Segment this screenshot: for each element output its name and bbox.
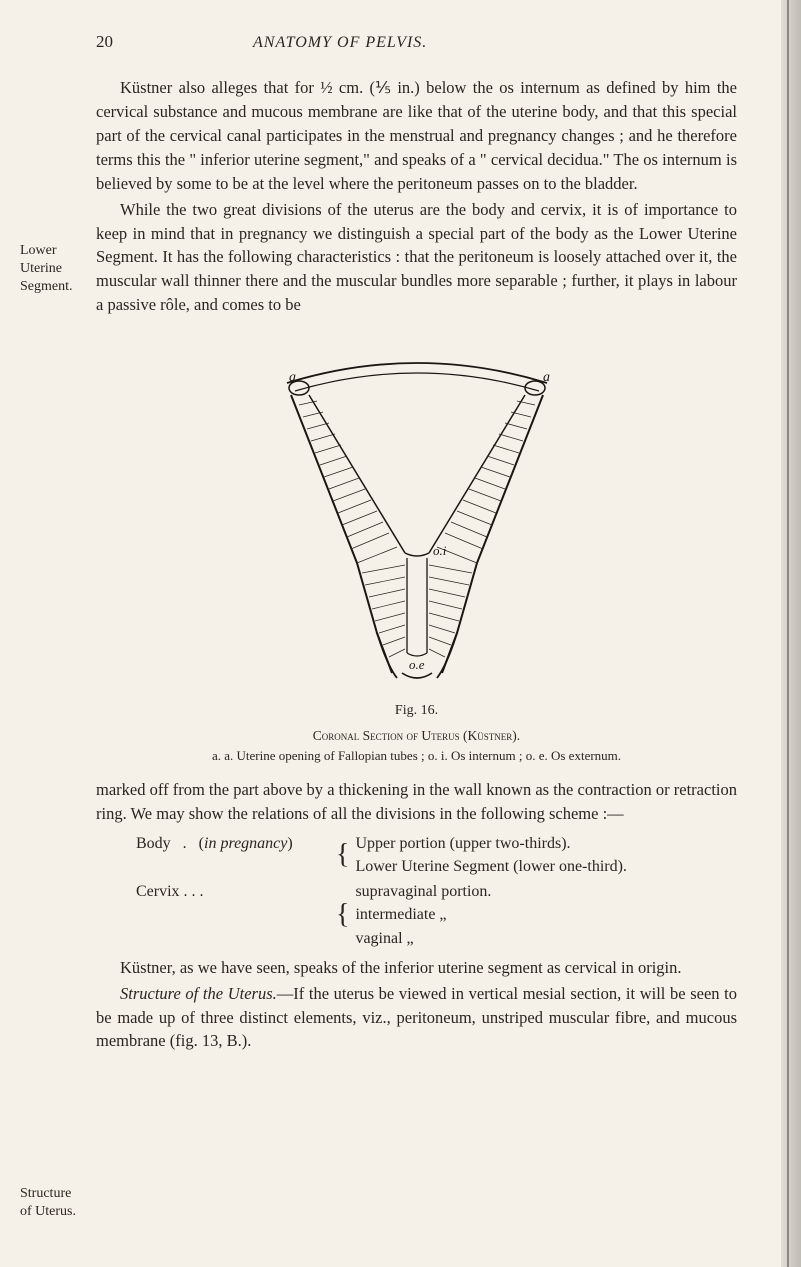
- brace-icon: {: [336, 904, 349, 926]
- scheme-row-cervix: Cervix . . . { supravaginal portion. int…: [136, 880, 737, 950]
- uterus-diagram-svg: a a o.i o.e: [247, 333, 587, 693]
- page-header: 20 ANATOMY OF PELVIS.: [96, 32, 737, 52]
- figure-legend: a. a. Uterine opening of Fallopian tubes…: [96, 747, 737, 766]
- paragraph-4: Küstner, as we have seen, speaks of the …: [96, 956, 737, 980]
- figure-title: Coronal Section of Uterus (Küstner).: [96, 726, 737, 746]
- running-title: ANATOMY OF PELVIS.: [253, 34, 427, 52]
- body-text: Küstner also alleges that for ½ cm. (⅕ i…: [96, 76, 737, 1053]
- paragraph-2: While the two great divisions of the ute…: [96, 198, 737, 318]
- margin-note-structure: Structure of Uterus.: [20, 1185, 84, 1221]
- page-content: 20 ANATOMY OF PELVIS. Küstner also alleg…: [0, 0, 801, 1087]
- scheme-body-upper: Upper portion (upper two-thirds).: [355, 832, 626, 855]
- figure-label-oe: o.e: [409, 657, 425, 672]
- scheme-cervix-label: Cervix . . .: [136, 880, 336, 903]
- figure-label-a-right: a: [543, 370, 550, 385]
- division-scheme: Body . (in pregnancy) { Upper portion (u…: [136, 832, 737, 950]
- paragraph-3: marked off from the part above by a thic…: [96, 778, 737, 826]
- scheme-body-label: Body . (in pregnancy): [136, 832, 336, 855]
- paragraph-5-heading: Structure of the Uterus.: [120, 984, 277, 1003]
- figure-16: a a o.i o.e Fig. 16. Coronal Section of …: [96, 333, 737, 766]
- scheme-body-lower: Lower Uterine Segment (lower one-third).: [355, 855, 626, 878]
- paragraph-1: Küstner also alleges that for ½ cm. (⅕ i…: [96, 76, 737, 196]
- brace-icon: {: [336, 844, 349, 866]
- scheme-cervix-inter: intermediate „: [355, 903, 491, 926]
- figure-label-oi: o.i: [433, 543, 447, 558]
- paragraph-5: Structure of the Uterus.—If the uterus b…: [96, 982, 737, 1054]
- figure-label-a-left: a: [289, 370, 296, 385]
- figure-number: Fig. 16.: [96, 701, 737, 721]
- scheme-row-body: Body . (in pregnancy) { Upper portion (u…: [136, 832, 737, 878]
- scheme-cervix-supra: supravaginal portion.: [355, 880, 491, 903]
- page-number: 20: [96, 32, 113, 52]
- scheme-cervix-vag: vaginal „: [355, 927, 491, 950]
